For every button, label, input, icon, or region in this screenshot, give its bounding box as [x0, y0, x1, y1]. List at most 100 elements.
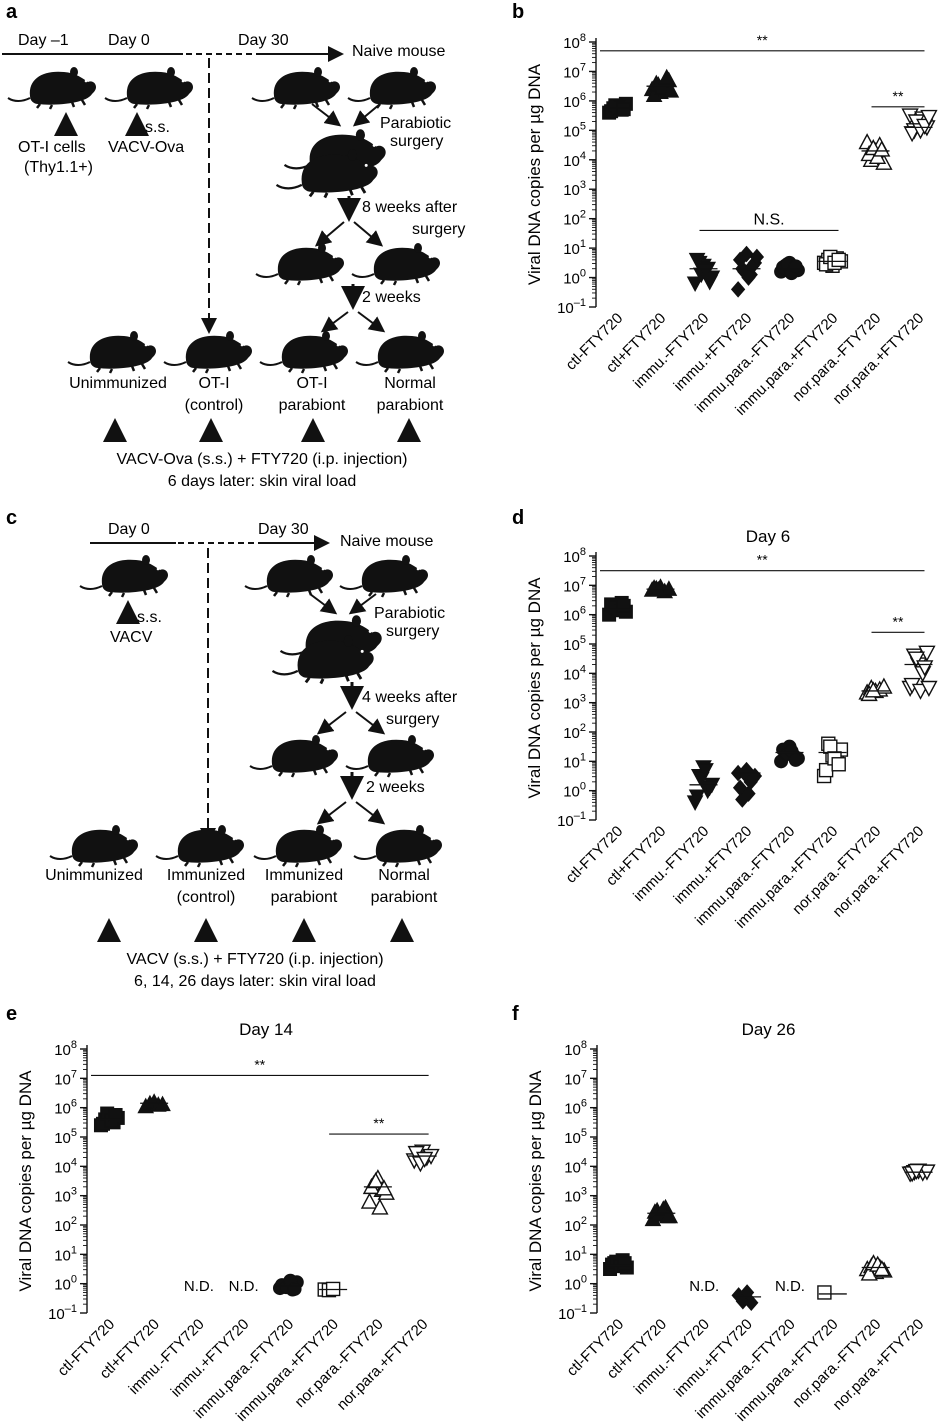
chart-panel-d: 10–1 100 101 102 103 104 105 106 107 108 Viral DNA…: [525, 527, 938, 932]
y-tick-label: 10–1: [557, 297, 586, 317]
data-point: [287, 1281, 302, 1296]
y-tick-label: 106: [564, 1098, 587, 1118]
nd-label: N.D.: [689, 1278, 719, 1295]
data-point: [360, 1192, 379, 1209]
y-tick-label: 107: [563, 61, 586, 81]
y-tick-label: 103: [563, 693, 586, 713]
data-point: [654, 79, 671, 95]
mouse-icon: [344, 733, 436, 779]
data-point: [875, 677, 893, 694]
nd-label: N.D.: [184, 1278, 214, 1295]
panel-label-c: c: [6, 507, 17, 529]
y-tick-label: 101: [563, 751, 586, 771]
y-tick-label: 104: [563, 150, 586, 170]
y-tick-label: 101: [564, 1244, 587, 1264]
chart-title: Day 6: [746, 527, 790, 546]
timeline-day30: Day 30: [238, 32, 289, 49]
y-tick-label: 108: [563, 32, 586, 52]
y-axis-label: Viral DNA copies per µg DNA: [16, 1070, 35, 1292]
bottom-line2: 6, 14, 26 days later: skin viral load: [134, 973, 376, 990]
naive-mouse-label: Naive mouse: [340, 533, 433, 550]
mouse-icon: [338, 553, 430, 599]
schematic-c: Day 0 Day 30 Naive mouse s.s. VACV Parab…: [45, 521, 458, 990]
schematic-a: Day –1 Day 0 Day 30 Naive mouse OT-I cel…: [2, 32, 465, 490]
y-tick-label: 100: [54, 1274, 77, 1294]
significance-label: **: [757, 32, 768, 48]
data-point: [662, 82, 680, 98]
data-point: [697, 763, 714, 779]
surgery-line2: surgery: [386, 623, 439, 640]
data-point: [831, 757, 846, 772]
y-tick-label: 106: [563, 605, 586, 625]
mouse-icon: [243, 553, 335, 599]
join-arrow-right: [352, 103, 381, 127]
split-arrow-right: [357, 311, 386, 333]
panel-label-d: d: [512, 507, 524, 529]
y-tick-label: 108: [563, 546, 586, 566]
data-point: [741, 785, 756, 802]
join-arrow-right: [348, 593, 377, 615]
y-tick-label: 102: [563, 209, 586, 229]
data-point: [108, 1108, 123, 1122]
data-point: [907, 1163, 926, 1181]
y-tick-label: 105: [54, 1127, 77, 1147]
inj-vacv: VACV: [110, 629, 153, 646]
data-point: [688, 789, 706, 806]
data-point: [788, 752, 803, 767]
y-tick-label: 102: [564, 1215, 587, 1235]
wait1-line1: 4 weeks after: [362, 689, 458, 706]
nd-label: N.D.: [229, 1278, 259, 1295]
join-arrow-left: [309, 593, 338, 615]
data-point: [817, 1285, 832, 1300]
y-tick-label: 10–1: [557, 810, 586, 830]
significance-label: **: [893, 88, 904, 104]
data-point: [732, 251, 748, 269]
y-tick-label: 106: [54, 1098, 77, 1118]
mouse-icon: [252, 823, 344, 869]
mouse-icon: [250, 65, 342, 111]
mouse-icon: [103, 65, 195, 111]
timeline-day0: Day 0: [108, 32, 150, 49]
data-point: [371, 1198, 389, 1215]
group-label: Immunized: [167, 867, 245, 884]
y-axis-label: Viral DNA copies per µg DNA: [526, 1070, 545, 1292]
bottom-line1: VACV (s.s.) + FTY720 (i.p. injection): [126, 951, 383, 968]
y-tick-label: 100: [564, 1274, 587, 1294]
data-point: [749, 248, 765, 266]
y-tick-label: 103: [564, 1186, 587, 1206]
y-tick-label: 106: [563, 91, 586, 111]
chart-title: Day 26: [742, 1020, 796, 1039]
timeline-day-minus1: Day –1: [18, 32, 69, 49]
group-label: Unimmunized: [69, 375, 167, 392]
y-tick-label: 108: [564, 1039, 587, 1059]
data-point: [660, 580, 678, 596]
data-point: [697, 263, 714, 279]
split-arrow-right: [353, 221, 384, 247]
x-tick-label: immu.-FTY720: [630, 310, 712, 392]
wait1-line2: surgery: [412, 221, 465, 238]
group-label: parabiont: [271, 889, 338, 906]
nd-label: N.D.: [775, 1278, 805, 1295]
timeline-day30: Day 30: [258, 521, 309, 538]
chart-title: Day 14: [239, 1020, 293, 1039]
split-arrow-left: [316, 711, 347, 735]
mouse-icon: [78, 553, 170, 599]
split-arrow-left: [316, 801, 347, 825]
data-point: [860, 1264, 878, 1281]
panel-label-e: e: [6, 1003, 17, 1025]
mouse-icon: [48, 823, 140, 869]
mouse-icon: [248, 733, 340, 779]
split-arrow-left: [320, 311, 349, 333]
y-axis-label: Viral DNA copies per µg DNA: [525, 63, 544, 285]
data-point: [873, 1260, 891, 1277]
y-tick-label: 107: [54, 1068, 77, 1088]
chart-panel-b: 10–1 100 101 102 103 104 105 106 107 108 Viral DNA…: [525, 32, 938, 419]
y-tick-label: 10–1: [48, 1303, 77, 1323]
split-arrow-right: [355, 801, 386, 825]
join-arrow-left: [311, 103, 342, 127]
y-tick-label: 100: [563, 268, 586, 288]
data-point: [617, 1256, 632, 1271]
panel-label-f: f: [512, 1003, 519, 1025]
data-point: [788, 259, 803, 274]
